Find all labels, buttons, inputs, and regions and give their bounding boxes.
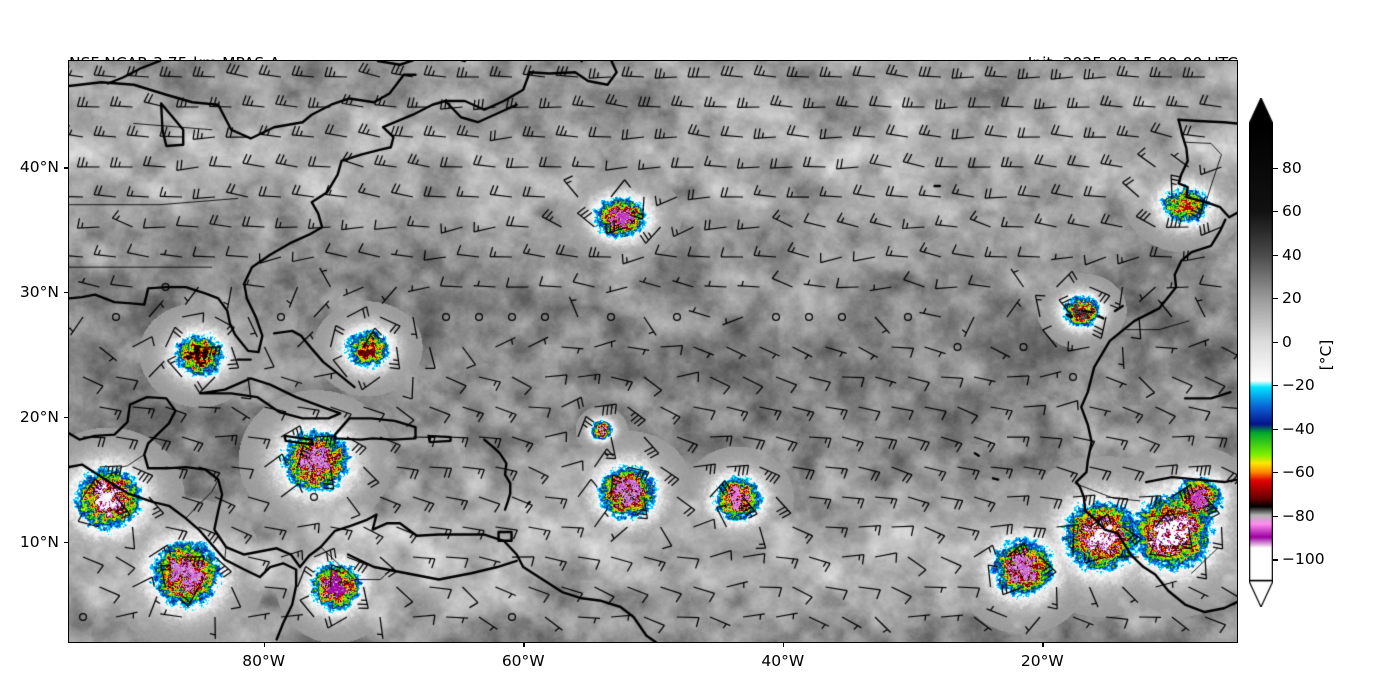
y-tick-label: 20°N — [19, 408, 59, 427]
colorbar-tick-label: 0 — [1282, 332, 1292, 351]
y-tick-label: 30°N — [19, 283, 59, 302]
colorbar-tick-label: 20 — [1282, 289, 1302, 308]
colorbar-tick-label: −60 — [1282, 463, 1315, 482]
colorbar-tick-mark — [1273, 472, 1278, 474]
colorbar-tick-label: −20 — [1282, 376, 1315, 395]
y-tick-mark — [64, 292, 68, 294]
x-tick-label: 80°W — [242, 652, 286, 670]
colorbar-tick-mark — [1273, 298, 1278, 300]
colorbar-tick-label: 60 — [1282, 202, 1302, 221]
y-tick-mark — [64, 167, 68, 169]
colorbar — [1249, 98, 1273, 607]
colorbar-tick-mark — [1273, 341, 1278, 343]
colorbar-tick-label: 80 — [1282, 158, 1302, 177]
x-tick-mark — [263, 643, 265, 647]
map-plot-area — [68, 60, 1238, 643]
x-tick-mark — [523, 643, 525, 647]
x-tick-label: 20°W — [1020, 652, 1064, 670]
x-tick-mark — [782, 643, 785, 647]
colorbar-extend-min — [1249, 581, 1273, 607]
colorbar-title: [°C] — [1317, 339, 1335, 371]
colorbar-tick-mark — [1273, 385, 1278, 387]
x-tick-mark — [1042, 643, 1044, 647]
ir-brightness-temperature-map — [69, 61, 1237, 642]
colorbar-tick-mark — [1273, 167, 1278, 169]
colorbar-tick-label: −80 — [1282, 506, 1315, 525]
colorbar-tick-label: −100 — [1282, 550, 1325, 569]
y-tick-label: 40°N — [19, 158, 59, 177]
y-tick-mark — [64, 417, 68, 419]
y-tick-label: 10°N — [19, 533, 59, 552]
x-tick-label: 40°W — [761, 652, 805, 670]
colorbar-tick-label: −40 — [1282, 419, 1315, 438]
x-tick-label: 60°W — [501, 652, 545, 670]
colorbar-tick-mark — [1273, 559, 1278, 561]
colorbar-tick-mark — [1273, 515, 1278, 517]
colorbar-tick-mark — [1273, 254, 1278, 256]
y-tick-mark — [64, 542, 68, 544]
colorbar-tick-label: 40 — [1282, 245, 1302, 264]
colorbar-tick-mark — [1273, 428, 1278, 430]
colorbar-tick-mark — [1273, 211, 1278, 213]
colorbar-extend-max — [1249, 98, 1273, 124]
colorbar-gradient — [1249, 124, 1273, 581]
